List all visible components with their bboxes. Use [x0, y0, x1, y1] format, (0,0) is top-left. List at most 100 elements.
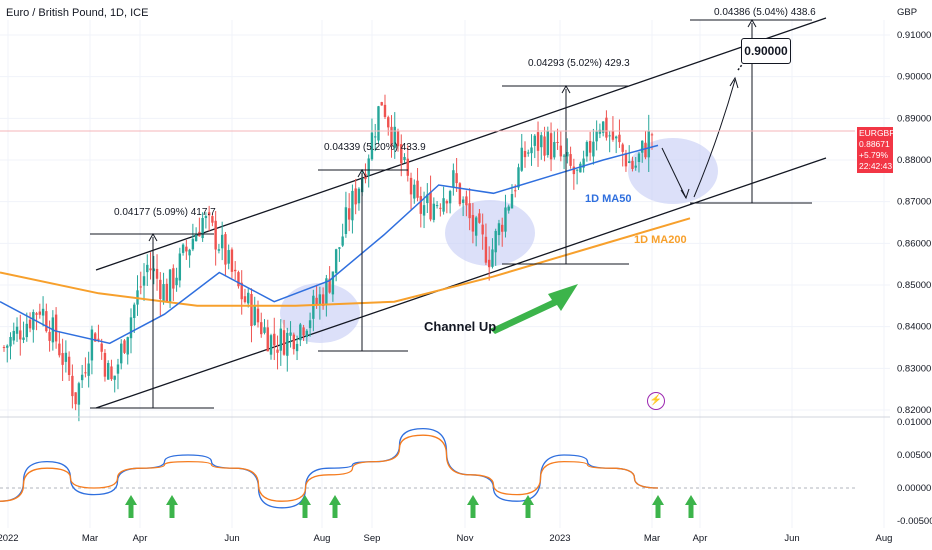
channel-upper-line [95, 17, 827, 271]
price-tag-symbol: EURGBP [859, 128, 895, 138]
candle-body [6, 345, 9, 348]
grid [0, 20, 890, 528]
lightning-event-icon[interactable]: ⚡ [647, 392, 665, 410]
candle-body [514, 190, 517, 192]
candle-body [211, 216, 214, 223]
candle-body [367, 158, 370, 176]
candle-body [501, 224, 504, 232]
candle-body [266, 327, 269, 352]
candle-body [172, 268, 175, 289]
candle-body [103, 352, 107, 377]
candle-body [126, 337, 129, 355]
time-tick-label: Mar [644, 533, 660, 544]
candle-body [305, 330, 309, 337]
ma200-label: 1D MA200 [634, 234, 687, 246]
candle-body [191, 238, 195, 250]
price-tick-label: 0.89000 [897, 113, 931, 124]
candle-body [312, 295, 315, 319]
candle-body [302, 327, 305, 336]
candle-body [32, 312, 35, 330]
candle-body [165, 283, 169, 302]
price-tag-countdown: 22:42:43 [859, 161, 893, 171]
candle-body [478, 213, 481, 223]
measure-arrowhead [148, 232, 158, 242]
candle-body [224, 234, 227, 265]
candle-body [553, 142, 556, 158]
candle-body [247, 292, 250, 304]
candle-body [354, 188, 357, 205]
buy-arrow [652, 495, 664, 518]
projection-up-arrowhead [729, 76, 739, 89]
candle-body [123, 340, 126, 353]
candle-body [487, 259, 491, 268]
candle-body [295, 343, 299, 352]
candle-body [240, 282, 243, 300]
candle-body [608, 135, 611, 137]
oscillator-tick-label: 0.01000 [897, 417, 931, 428]
candle-body [243, 296, 247, 303]
candle-body [289, 332, 292, 336]
candle-body [273, 333, 276, 346]
trend-arrow [490, 284, 578, 334]
candle-body [321, 294, 325, 307]
candle-body [308, 320, 312, 329]
buy-arrow [522, 495, 534, 518]
time-tick-label: Nov [457, 533, 474, 544]
time-tick-label: 2023 [549, 533, 570, 544]
candle-body [146, 264, 149, 273]
time-tick-label: Aug [876, 533, 893, 544]
candle-body [579, 163, 582, 173]
candle-body [497, 223, 501, 236]
candle-body [569, 154, 572, 166]
price-tag: EURGBP 0.88671 +5.79% 22:42:43 [857, 127, 895, 173]
candle-body [631, 160, 634, 169]
candle-body [162, 284, 165, 302]
candle-body [351, 190, 354, 221]
candle-body [605, 117, 608, 138]
buy-arrow [299, 495, 311, 518]
candle-body [614, 136, 618, 139]
candle-body [641, 140, 644, 153]
buy-arrow [125, 495, 137, 518]
candle-body [510, 194, 514, 209]
candle-body [520, 147, 523, 171]
candle-body [429, 192, 432, 220]
candle-body [113, 375, 116, 380]
candle-body [74, 392, 77, 405]
buy-arrow [467, 495, 479, 518]
candle-body [598, 129, 602, 134]
buy-arrow [685, 495, 697, 518]
candle-body [253, 305, 256, 326]
candle-body [455, 173, 458, 184]
candle-body [588, 140, 592, 153]
candle-body [338, 247, 341, 249]
candle-body [634, 165, 637, 168]
candle-body [48, 331, 51, 341]
candle-body [110, 366, 113, 380]
price-tick-label: 0.82000 [897, 405, 931, 416]
candle-body [471, 215, 475, 232]
candle-body [650, 134, 654, 136]
price-unit-label: GBP [897, 7, 917, 18]
ma200-line [0, 217, 691, 307]
candle-body [175, 277, 178, 286]
candle-body [387, 117, 390, 128]
candle-body [628, 161, 631, 164]
channel-lines [95, 17, 827, 409]
candle-body [442, 198, 445, 212]
candle-body [504, 207, 507, 232]
candle-body [12, 330, 15, 341]
candle-body [582, 158, 585, 168]
candle-body [484, 236, 488, 263]
candle-body [461, 199, 465, 203]
candle-body [159, 279, 162, 300]
candle-body [523, 150, 527, 158]
candle-body [383, 104, 387, 117]
candle-body [71, 375, 74, 397]
price-tick-label: 0.86000 [897, 238, 931, 249]
candle-body [595, 131, 598, 142]
candle-body [64, 352, 68, 362]
measure-label: 0.04177 (5.09%) 417.7 [114, 207, 216, 218]
candle-body [227, 250, 230, 264]
